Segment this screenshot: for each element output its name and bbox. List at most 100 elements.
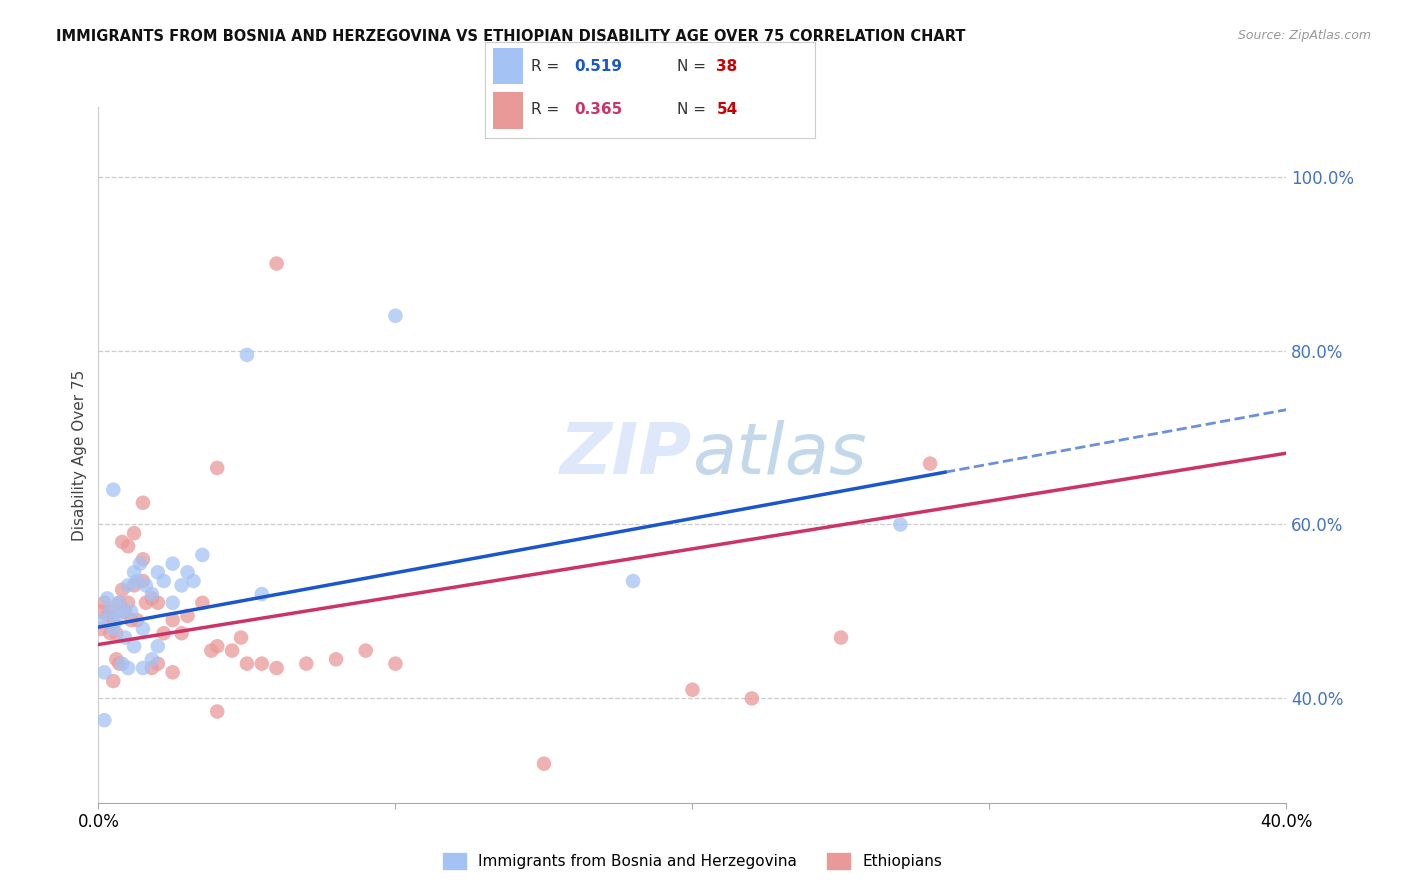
Point (122, 578, 145, 592)
Point (132, 574, 155, 588)
Point (146, 639, 169, 653)
Point (191, 548, 214, 562)
Point (98, 605, 121, 619)
Text: 38: 38 (716, 59, 738, 74)
Point (135, 596, 157, 610)
Point (152, 574, 174, 588)
Text: IMMIGRANTS FROM BOSNIA AND HERZEGOVINA VS ETHIOPIAN DISABILITY AGE OVER 75 CORRE: IMMIGRANTS FROM BOSNIA AND HERZEGOVINA V… (56, 29, 966, 44)
Point (98, 605, 121, 619)
Point (103, 613, 125, 627)
Point (146, 596, 169, 610)
Point (152, 626, 174, 640)
Point (200, 643, 222, 657)
Point (533, 756, 555, 771)
Point (103, 622, 125, 636)
Point (250, 657, 273, 671)
Point (146, 566, 169, 580)
Point (141, 652, 163, 666)
Point (93, 596, 115, 610)
Point (207, 461, 229, 475)
Point (830, 631, 852, 645)
Y-axis label: Disability Age Over 75: Disability Age Over 75 (72, 369, 87, 541)
Point (162, 613, 184, 627)
Point (108, 596, 131, 610)
Text: N =: N = (676, 103, 710, 118)
Point (125, 574, 148, 588)
Point (93, 713, 115, 727)
Text: R =: R = (531, 103, 564, 118)
Text: Source: ZipAtlas.com: Source: ZipAtlas.com (1237, 29, 1371, 42)
Point (132, 552, 155, 566)
Text: ZIP: ZIP (560, 420, 693, 490)
Point (105, 613, 128, 627)
Point (96, 608, 118, 623)
Point (96, 591, 118, 606)
Point (122, 526, 145, 541)
Legend: Immigrants from Bosnia and Herzegovina, Ethiopians: Immigrants from Bosnia and Herzegovina, … (436, 847, 949, 875)
Point (221, 643, 243, 657)
Point (170, 578, 193, 592)
Point (183, 574, 205, 588)
Text: N =: N = (676, 59, 710, 74)
Point (141, 591, 163, 606)
Point (120, 605, 142, 619)
Point (741, 691, 763, 706)
Point (105, 652, 128, 666)
Point (90, 622, 112, 636)
Point (236, 657, 259, 671)
Point (111, 582, 134, 597)
Point (114, 605, 136, 619)
Point (98, 626, 121, 640)
Text: 54: 54 (716, 103, 738, 118)
Point (191, 596, 214, 610)
Text: 0.365: 0.365 (574, 103, 623, 118)
Point (162, 557, 184, 571)
Point (117, 596, 139, 610)
Point (295, 657, 318, 671)
Point (266, 257, 288, 271)
Point (621, 574, 644, 588)
Point (682, 682, 704, 697)
Point (117, 578, 139, 592)
Point (120, 613, 142, 627)
Bar (494, 92, 523, 128)
Point (122, 639, 145, 653)
Point (170, 626, 193, 640)
Bar (494, 47, 523, 85)
Point (111, 605, 134, 619)
Point (132, 622, 155, 636)
Point (135, 578, 157, 592)
Point (141, 587, 163, 601)
Point (111, 535, 134, 549)
Point (146, 657, 169, 671)
Point (162, 665, 184, 680)
Point (207, 705, 229, 719)
Point (141, 661, 163, 675)
Point (132, 496, 155, 510)
Point (384, 657, 406, 671)
Point (114, 631, 136, 645)
Point (103, 483, 125, 497)
Point (162, 596, 184, 610)
Point (889, 517, 911, 532)
Point (108, 657, 131, 671)
Point (108, 596, 131, 610)
Point (236, 348, 259, 362)
Point (90, 605, 112, 619)
Point (122, 566, 145, 580)
Point (384, 309, 406, 323)
Point (266, 661, 288, 675)
Point (117, 539, 139, 553)
Point (117, 661, 139, 675)
Point (229, 631, 252, 645)
Point (176, 566, 198, 580)
Point (103, 674, 125, 689)
Point (354, 643, 377, 657)
Text: R =: R = (531, 59, 564, 74)
Point (93, 665, 115, 680)
Point (250, 587, 273, 601)
Point (920, 457, 942, 471)
Point (90, 613, 112, 627)
Point (207, 639, 229, 653)
Point (325, 652, 347, 666)
